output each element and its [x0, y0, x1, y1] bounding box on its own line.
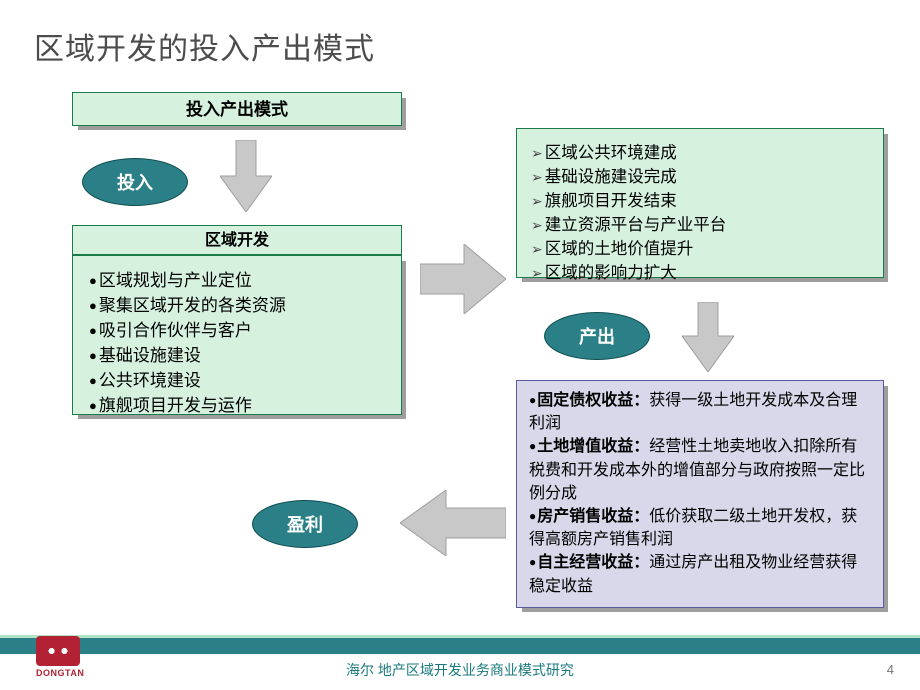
output-label: 产出: [544, 312, 650, 360]
arrow-right-icon: [420, 244, 506, 314]
slide-title: 区域开发的投入产出模式: [34, 24, 375, 68]
footer-bar: [0, 638, 920, 654]
list-item: 区域规划与产业定位: [89, 266, 385, 291]
list-item: 区域公共环境建成: [531, 139, 869, 163]
outcome-top-box: 区域公共环境建成 基础设施建设完成 旗舰项目开发结束 建立资源平台与产业平台 区…: [516, 128, 884, 278]
profit-label: 盈利: [252, 500, 358, 548]
arrow-left-icon: [400, 490, 506, 556]
input-label: 投入: [82, 158, 188, 206]
model-header-box: 投入产出模式: [72, 92, 402, 126]
list-item: 自主经营收益：通过房产出租及物业经营获得稳定收益: [529, 551, 871, 597]
arrow-down-icon: [220, 140, 272, 212]
list-item: 聚集区域开发的各类资源: [89, 291, 385, 316]
list-item: 建立资源平台与产业平台: [531, 211, 869, 235]
dev-list: 区域规划与产业定位 聚集区域开发的各类资源 吸引合作伙伴与客户 基础设施建设 公…: [89, 266, 385, 416]
dev-body-box: 区域规划与产业定位 聚集区域开发的各类资源 吸引合作伙伴与客户 基础设施建设 公…: [72, 255, 402, 415]
list-item: 房产销售收益：低价获取二级土地开发权，获得高额房产销售利润: [529, 505, 871, 551]
outcome-bottom-list: 固定债权收益：获得一级土地开发成本及合理利润 土地增值收益：经营性土地卖地收入扣…: [529, 389, 871, 598]
footer-text: 海尔 地产区域开发业务商业模式研究: [0, 660, 920, 680]
list-item: 区域的土地价值提升: [531, 235, 869, 259]
list-item: 吸引合作伙伴与客户: [89, 316, 385, 341]
outcome-bottom-box: 固定债权收益：获得一级土地开发成本及合理利润 土地增值收益：经营性土地卖地收入扣…: [516, 380, 884, 608]
list-item: 旗舰项目开发结束: [531, 187, 869, 211]
page-number: 4: [887, 662, 894, 677]
arrow-down-icon: [682, 302, 734, 372]
list-item: 基础设施建设: [89, 341, 385, 366]
list-item: 公共环境建设: [89, 366, 385, 391]
outcome-top-list: 区域公共环境建成 基础设施建设完成 旗舰项目开发结束 建立资源平台与产业平台 区…: [531, 139, 869, 283]
list-item: 区域的影响力扩大: [531, 259, 869, 283]
dev-header-box: 区域开发: [72, 225, 402, 255]
list-item: 基础设施建设完成: [531, 163, 869, 187]
list-item: 旗舰项目开发与运作: [89, 391, 385, 416]
list-item: 固定债权收益：获得一级土地开发成本及合理利润: [529, 389, 871, 435]
list-item: 土地增值收益：经营性土地卖地收入扣除所有税费和开发成本外的增值部分与政府按照一定…: [529, 435, 871, 505]
